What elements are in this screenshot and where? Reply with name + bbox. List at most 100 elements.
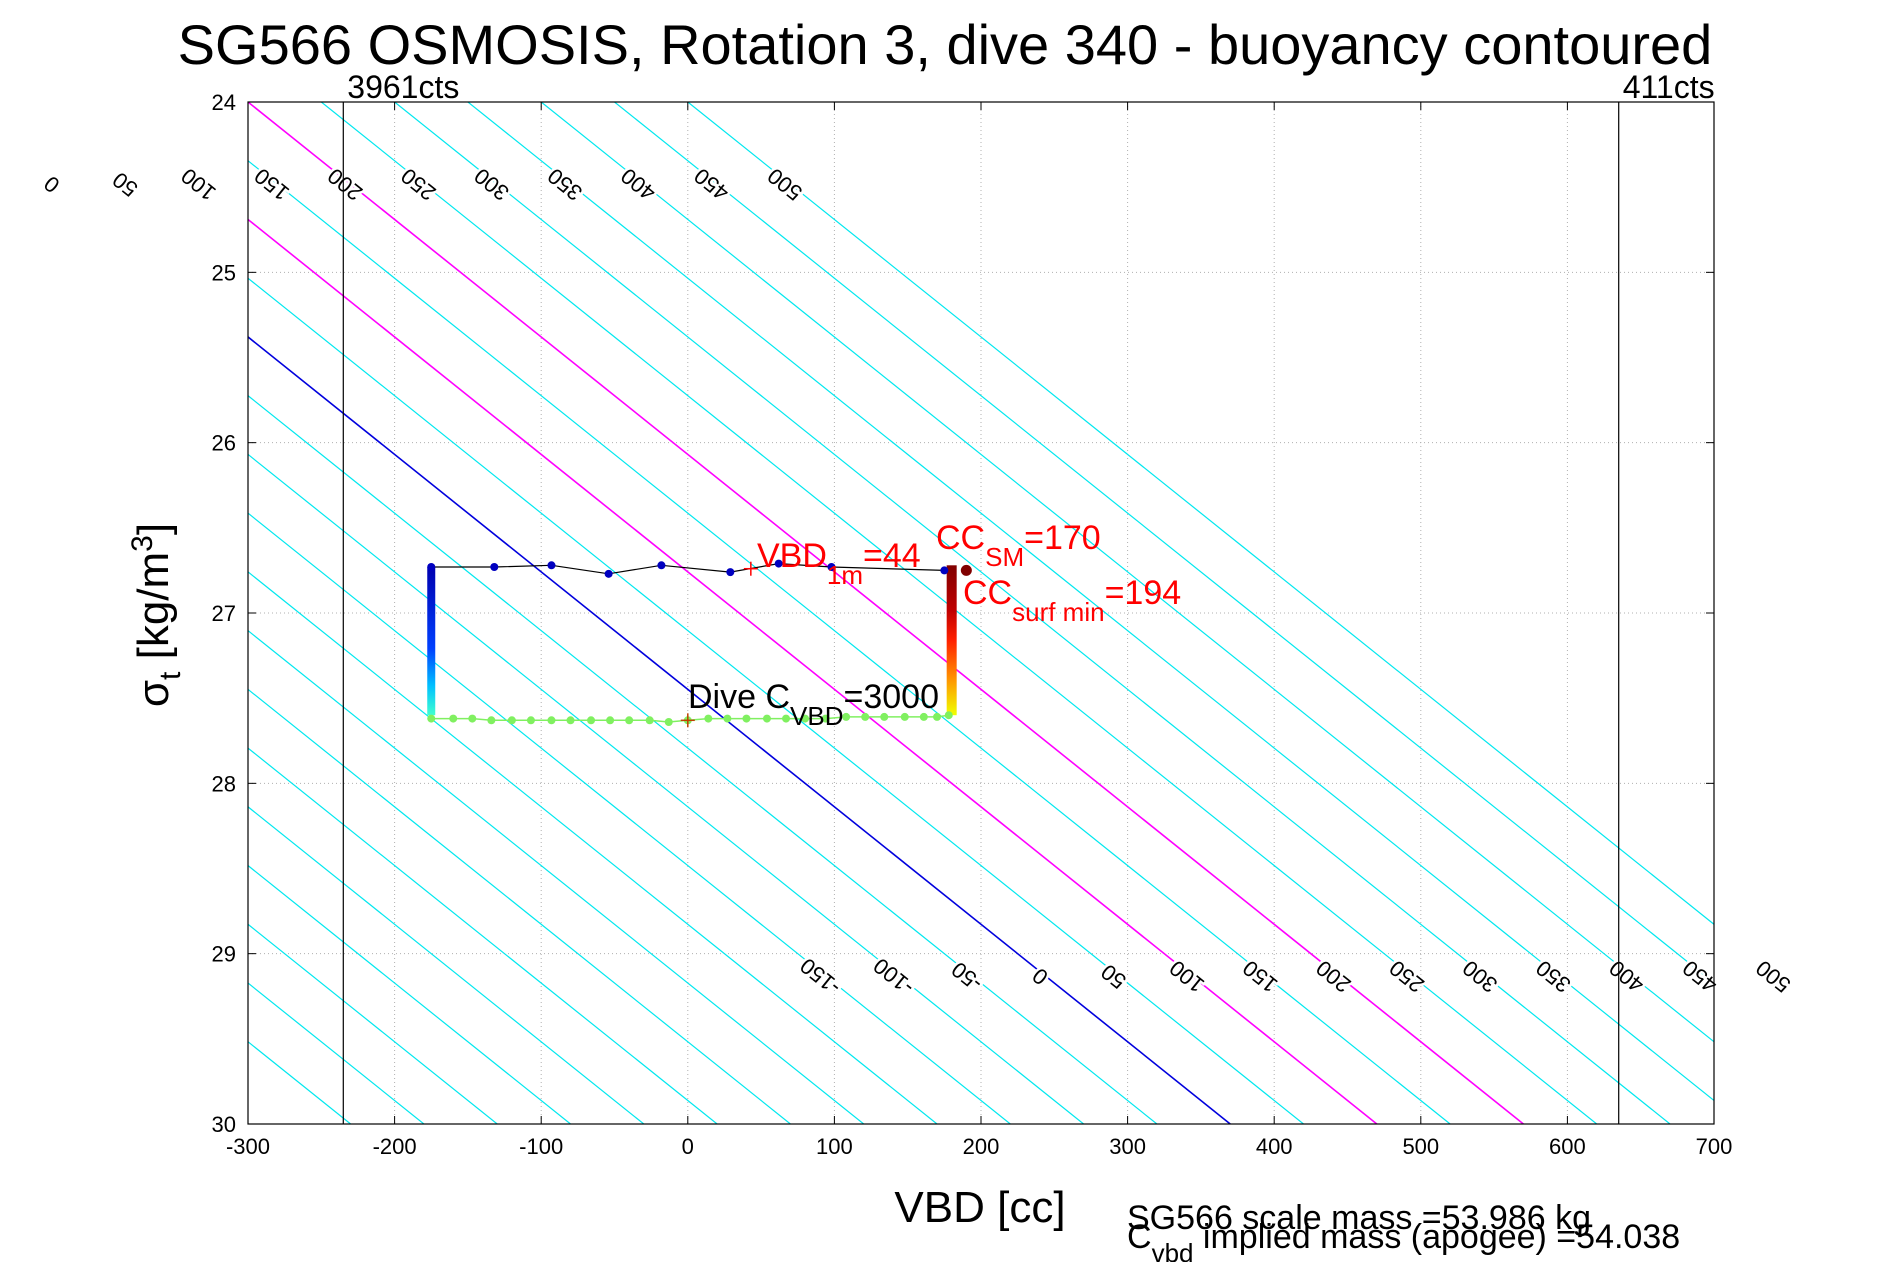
contour-label: 350 bbox=[543, 163, 587, 205]
y-tick-label: 24 bbox=[212, 90, 236, 115]
contour-label: 50 bbox=[1096, 959, 1131, 994]
y-tick-label: 25 bbox=[212, 260, 236, 285]
contour-line bbox=[248, 394, 1158, 1124]
contour-label: 100 bbox=[1165, 955, 1209, 997]
x-tick-label: 700 bbox=[1696, 1134, 1733, 1159]
y-tick-label: 28 bbox=[212, 771, 236, 796]
contour-label: -150 bbox=[795, 953, 845, 1000]
trace-bottom-point bbox=[625, 716, 634, 725]
trace-left-leg bbox=[427, 567, 436, 716]
trace-bottom-point bbox=[566, 716, 575, 725]
contour-label: 200 bbox=[1311, 955, 1355, 997]
trace-bottom-point bbox=[801, 714, 810, 723]
y-axis-label-sub: t bbox=[154, 671, 187, 680]
contour-line bbox=[540, 102, 1714, 1043]
contour-line bbox=[248, 629, 865, 1124]
footer-implied-mass: Cvbd implied mass (apogee) =54.038 bbox=[1127, 1218, 1680, 1262]
x-axis-label: VBD [cc] bbox=[894, 1183, 1065, 1232]
annotations: VBD1m=44 CCSM=170 CCsurf min=194 Dive CV… bbox=[688, 519, 1181, 731]
contour-line bbox=[248, 453, 1084, 1124]
contour-line bbox=[248, 218, 1378, 1124]
trace-bottom-point bbox=[821, 714, 830, 723]
count-lines: 3961cts 411cts bbox=[342, 69, 1715, 1124]
contour-label: 450 bbox=[1678, 955, 1722, 997]
buoyancy-contour-labels: -400-350-300-250-200-150-100-50050100150… bbox=[0, 161, 1798, 1003]
trace-bottom-point bbox=[919, 712, 928, 721]
contour-line bbox=[248, 923, 498, 1124]
trace-top-point bbox=[604, 569, 613, 578]
contour-label: 150 bbox=[250, 163, 294, 205]
trace-top-point bbox=[940, 566, 949, 575]
x-tick-label: -200 bbox=[373, 1134, 417, 1159]
x-tick-label: 400 bbox=[1256, 1134, 1293, 1159]
contour-label: 500 bbox=[1751, 955, 1795, 997]
count-line-label: 3961cts bbox=[347, 69, 459, 105]
contour-line bbox=[687, 102, 1714, 926]
x-tick-label: -100 bbox=[519, 1134, 563, 1159]
annotation-cc-surf-min: CCsurf min=194 bbox=[963, 574, 1181, 627]
x-tick-label: 200 bbox=[963, 1134, 1000, 1159]
svg-text:σt [kg/m3]: σt [kg/m3] bbox=[126, 523, 187, 707]
x-tick-label: 300 bbox=[1109, 1134, 1146, 1159]
trace-bottom-point bbox=[427, 714, 436, 723]
trace-bottom-point bbox=[645, 716, 654, 725]
contour-label: 250 bbox=[1385, 955, 1429, 997]
contour-label: 100 bbox=[176, 163, 220, 205]
surface-dot bbox=[960, 564, 972, 576]
contour-line bbox=[614, 102, 1714, 984]
contour-line bbox=[248, 335, 1231, 1124]
contour-label: 50 bbox=[108, 167, 143, 202]
y-tick-label: 26 bbox=[212, 431, 236, 456]
contour-line bbox=[248, 864, 571, 1124]
trace-bottom-point bbox=[587, 716, 596, 725]
contour-line bbox=[248, 747, 718, 1124]
contour-label: 300 bbox=[469, 163, 513, 205]
footer-notes: SG566 scale mass =53.986 kg Cvbd implied… bbox=[1127, 1199, 1680, 1262]
trace-top-point bbox=[547, 561, 556, 570]
contour-label: 350 bbox=[1531, 955, 1575, 997]
y-axis-ticks: 24 25 26 27 28 29 30 bbox=[212, 90, 1714, 1137]
contour-line bbox=[320, 102, 1598, 1124]
trace-bottom-point bbox=[606, 716, 615, 725]
y-axis-label-main: σ bbox=[129, 680, 178, 707]
trace-bottom-point bbox=[487, 716, 496, 725]
y-axis-label: σt [kg/m3] bbox=[126, 523, 187, 707]
footer-scale-mass: SG566 scale mass =53.986 kg bbox=[1127, 1199, 1591, 1237]
contour-label: 400 bbox=[1604, 955, 1648, 997]
trace-bottom-point bbox=[723, 714, 732, 723]
x-axis-ticks: -300 -200 -100 0 100 200 300 400 500 600 700 bbox=[226, 102, 1732, 1159]
x-tick-label: 500 bbox=[1402, 1134, 1439, 1159]
count-line-label: 411cts bbox=[1623, 69, 1715, 105]
contour-line bbox=[248, 102, 1524, 1124]
contour-label: 0 bbox=[1028, 963, 1053, 990]
contour-line bbox=[248, 159, 1451, 1124]
y-tick-label: 30 bbox=[212, 1112, 236, 1137]
trace-top-point bbox=[657, 561, 666, 570]
contour-label: -100 bbox=[869, 953, 919, 1000]
contour-label: 200 bbox=[323, 163, 367, 205]
annotation-dive-c-vbd: Dive CVBD=3000 bbox=[688, 678, 939, 731]
trace-top-point bbox=[827, 563, 836, 572]
contour-line bbox=[248, 688, 791, 1124]
chart-title: SG566 OSMOSIS, Rotation 3, dive 340 - bu… bbox=[178, 13, 1713, 76]
contour-label: 150 bbox=[1238, 955, 1282, 997]
trace-bottom-line bbox=[431, 714, 949, 723]
trace-bottom-point bbox=[526, 716, 535, 725]
trace-bottom-point bbox=[842, 712, 851, 721]
contour-label: 500 bbox=[763, 163, 807, 205]
trace-bottom-point bbox=[880, 712, 889, 721]
contour-line bbox=[394, 102, 1671, 1124]
contour-label: 450 bbox=[689, 163, 733, 205]
contour-line bbox=[467, 102, 1714, 1102]
contour-line bbox=[248, 806, 645, 1124]
trace-bottom-point bbox=[468, 714, 477, 723]
y-tick-label: 27 bbox=[212, 601, 236, 626]
contour-label: 250 bbox=[396, 163, 440, 205]
trace-bottom-point bbox=[507, 716, 516, 725]
annotation-vbd-1m: VBD1m=44 bbox=[757, 537, 921, 590]
trace-bottom-point bbox=[664, 718, 673, 727]
trace-top-point bbox=[427, 563, 436, 572]
y-axis-label-sup: 3 bbox=[126, 535, 159, 552]
trace-right-leg bbox=[946, 565, 957, 716]
